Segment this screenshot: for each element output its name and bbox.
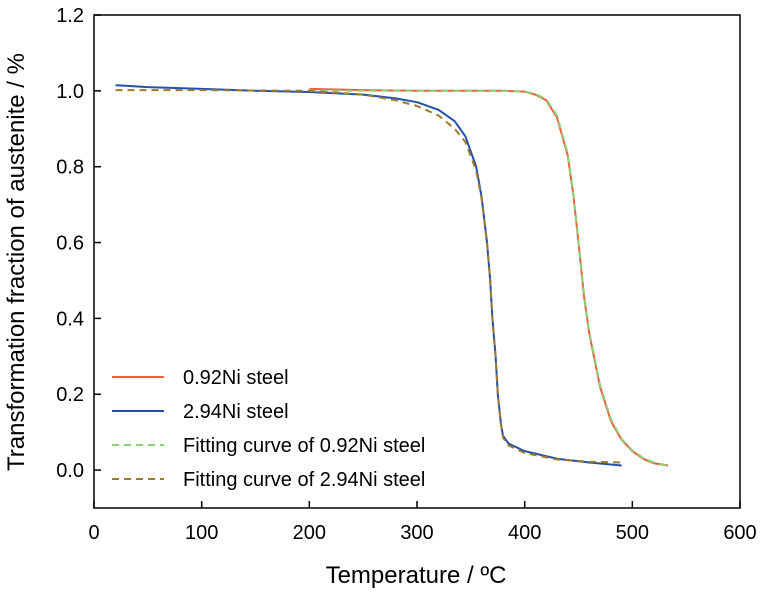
legend: 0.92Ni steel 2.94Ni steel Fitting curve of… xyxy=(112,367,425,491)
series-line-4 xyxy=(115,89,622,464)
legend-label-4: Fitting curve of 2.94Ni steel xyxy=(183,469,425,491)
y-tick-label: 0.2 xyxy=(56,384,84,406)
x-tick-label: 100 xyxy=(185,522,218,544)
x-tick-label: 200 xyxy=(293,522,326,544)
series-line-3 xyxy=(309,89,669,467)
x-tick-label: 500 xyxy=(616,522,649,544)
legend-label-2: 2.94Ni steel xyxy=(183,401,289,423)
y-tick-label: 0.0 xyxy=(56,460,84,482)
y-tick-label: 1.2 xyxy=(56,5,84,27)
legend-label-3: Fitting curve of 0.92Ni steel xyxy=(183,435,425,457)
y-tick-label: 0.8 xyxy=(56,157,84,179)
series-line-1 xyxy=(309,87,669,467)
x-tick-label: 300 xyxy=(400,522,433,544)
legend-label-1: 0.92Ni steel xyxy=(183,367,289,389)
y-axis-label: Transformation fraction of austenite / % xyxy=(3,53,30,471)
y-tick-label: 0.4 xyxy=(56,308,84,330)
x-tick-label: 0 xyxy=(88,522,99,544)
x-axis-label: Temperature / ºC xyxy=(326,562,507,589)
tick-layer: 0 100 200 300 400 500 600 0.0 0.2 0.4 0.6 0.8 1.0 1.2 xyxy=(56,5,757,544)
x-tick-label: 600 xyxy=(723,522,756,544)
x-tick-label: 400 xyxy=(508,522,541,544)
y-tick-label: 0.6 xyxy=(56,233,84,255)
y-tick-label: 1.0 xyxy=(56,81,84,103)
series-layer xyxy=(115,84,669,467)
